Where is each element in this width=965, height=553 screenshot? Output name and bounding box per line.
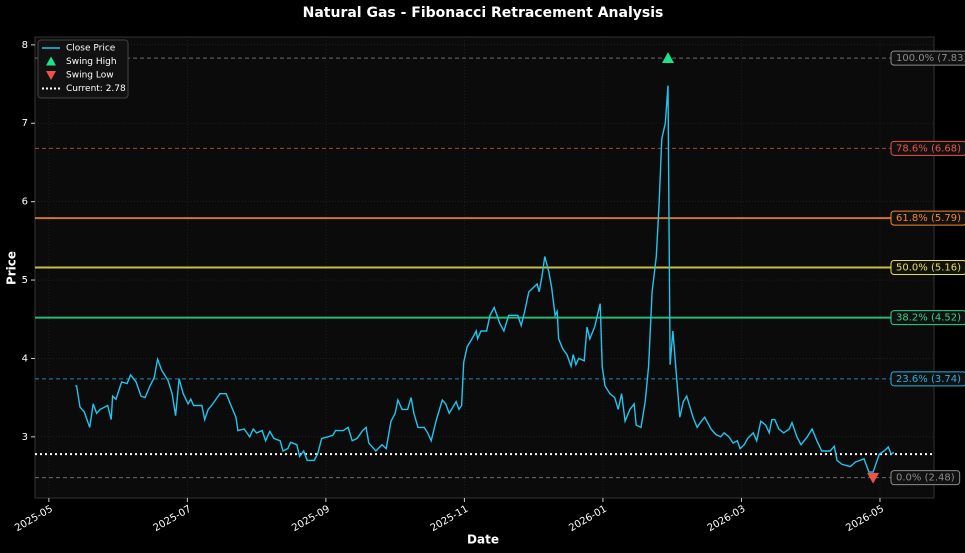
fib-label: 38.2% (4.52): [896, 313, 961, 324]
swing-marker: [867, 472, 880, 484]
fib-label: 61.8% (5.79): [896, 213, 961, 224]
fib-label: 0.0% (2.48): [896, 473, 955, 484]
fib-label-box: [890, 371, 965, 387]
x-axis-label: Date: [467, 533, 499, 547]
legend-label: Close Price: [66, 44, 116, 54]
y-axis-label: Price: [5, 251, 19, 285]
fib-label-box: [890, 50, 965, 66]
y-tick-label: 3: [22, 432, 28, 443]
fib-label-box: [890, 470, 961, 486]
legend-label: Swing High: [66, 57, 117, 67]
legend: Close Price Swing High Swing Low Current: 2…: [37, 39, 129, 99]
legend-swatch: [46, 71, 56, 80]
legend-label: Swing Low: [66, 71, 114, 81]
y-tick-label: 8: [22, 40, 28, 51]
y-tick-label: 7: [22, 118, 28, 129]
y-tick-label: 6: [22, 197, 28, 208]
price-line: [75, 85, 895, 473]
swing-marker: [662, 52, 675, 63]
y-tick-label: 5: [22, 275, 28, 286]
fib-label-box: [890, 140, 965, 156]
y-tick-label: 4: [22, 353, 28, 364]
legend-box: [37, 39, 129, 99]
fib-label-box: [890, 310, 965, 326]
legend-label: Current: 2.78: [66, 84, 126, 94]
fib-label: 100.0% (7.83): [896, 53, 965, 64]
fib-label: 23.6% (3.74): [896, 374, 961, 385]
fib-label: 50.0% (5.16): [896, 263, 961, 274]
fib-label: 78.6% (6.68): [896, 143, 961, 154]
fib-label-box: [890, 210, 965, 226]
fib-label-box: [890, 260, 965, 275]
chart-title: Natural Gas - Fibonacci Retracement Anal…: [303, 5, 664, 21]
legend-swatch: [46, 56, 56, 66]
